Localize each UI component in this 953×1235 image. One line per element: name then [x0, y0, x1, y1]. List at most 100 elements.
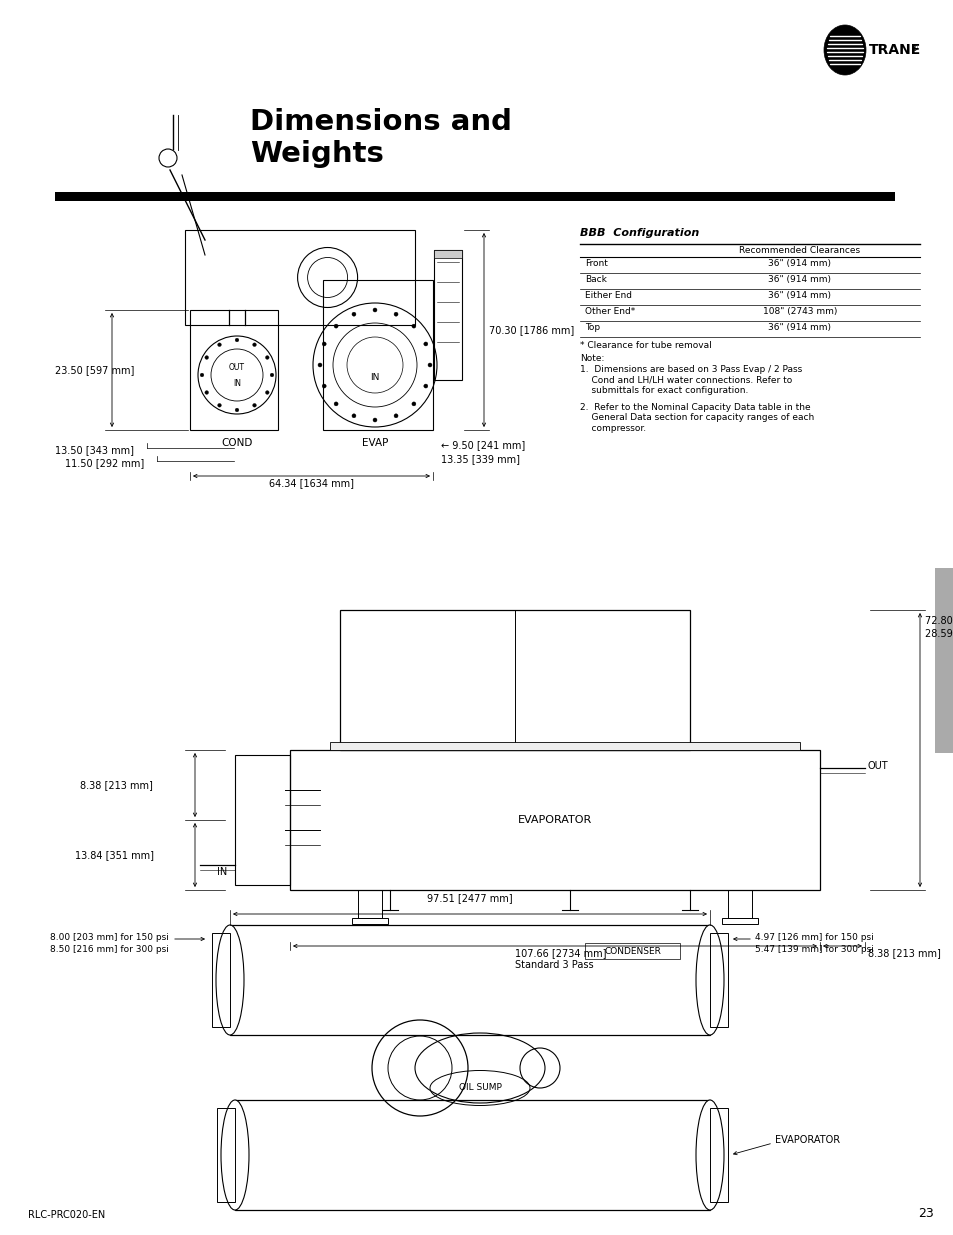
Circle shape	[334, 401, 337, 406]
Ellipse shape	[823, 25, 865, 75]
Text: Other End*: Other End*	[584, 308, 635, 316]
Ellipse shape	[221, 1100, 249, 1210]
Text: ← 9.50 [241 mm]: ← 9.50 [241 mm]	[440, 440, 525, 450]
Text: 1.  Dimensions are based on 3 Pass Evap / 2 Pass
    Cond and LH/LH water connec: 1. Dimensions are based on 3 Pass Evap /…	[579, 366, 801, 395]
Text: 8.50 [216 mm] for 300 psi: 8.50 [216 mm] for 300 psi	[50, 945, 169, 953]
Ellipse shape	[696, 925, 723, 1035]
Text: 5.47 [139 mm] for 300 psi: 5.47 [139 mm] for 300 psi	[754, 945, 873, 953]
Text: IN: IN	[370, 373, 379, 382]
Circle shape	[394, 414, 397, 417]
Bar	[185, 230, 415, 325]
Bar	[357, 890, 381, 918]
Text: 8.38 [213 mm]: 8.38 [213 mm]	[867, 948, 940, 958]
Circle shape	[322, 384, 326, 388]
Text: 97.51 [2477 mm]: 97.51 [2477 mm]	[427, 893, 513, 903]
Text: EVAP: EVAP	[361, 438, 388, 448]
Text: CONDENSER: CONDENSER	[604, 946, 660, 956]
Bar	[339, 610, 689, 750]
Text: 13.35 [339 mm]: 13.35 [339 mm]	[440, 454, 519, 464]
Text: EVAPORATOR: EVAPORATOR	[517, 815, 592, 825]
Text: * Clearance for tube removal: * Clearance for tube removal	[579, 341, 711, 350]
Bar	[55, 191, 894, 201]
Text: 11.50 [292 mm]: 11.50 [292 mm]	[65, 458, 144, 468]
Bar	[230, 925, 709, 1035]
Text: 28.59 [726 mm]: 28.59 [726 mm]	[924, 629, 953, 638]
Circle shape	[205, 356, 209, 359]
Bar	[721, 918, 758, 924]
Circle shape	[334, 324, 337, 329]
Bar	[190, 310, 277, 430]
Text: 23: 23	[917, 1207, 933, 1220]
Bar	[934, 568, 953, 753]
Bar	[216, 1108, 234, 1202]
Text: Either End: Either End	[584, 291, 631, 300]
Ellipse shape	[696, 1100, 723, 1210]
Bar	[727, 890, 751, 918]
Text: COND: COND	[221, 438, 253, 448]
Circle shape	[235, 338, 238, 342]
Text: 70.30 [1786 mm]: 70.30 [1786 mm]	[489, 325, 574, 335]
Circle shape	[373, 417, 376, 422]
Bar	[330, 742, 800, 750]
Text: Top: Top	[584, 324, 599, 332]
Text: 13.84 [351 mm]: 13.84 [351 mm]	[75, 850, 153, 860]
Circle shape	[265, 356, 269, 359]
Text: 36" (914 mm): 36" (914 mm)	[768, 275, 831, 284]
Text: 4.97 [126 mm] for 150 psi: 4.97 [126 mm] for 150 psi	[754, 932, 873, 942]
Text: 23.50 [597 mm]: 23.50 [597 mm]	[55, 366, 134, 375]
Circle shape	[428, 363, 432, 367]
Circle shape	[412, 401, 416, 406]
Text: RLC-PRC020-EN: RLC-PRC020-EN	[28, 1210, 105, 1220]
Text: IN: IN	[216, 867, 227, 877]
Circle shape	[253, 343, 256, 347]
Text: EVAPORATOR: EVAPORATOR	[774, 1135, 840, 1145]
Circle shape	[270, 373, 274, 377]
Text: 36" (914 mm): 36" (914 mm)	[768, 324, 831, 332]
Text: OUT: OUT	[229, 363, 245, 372]
Text: 107.66 [2734 mm]: 107.66 [2734 mm]	[515, 948, 606, 958]
Text: BBB  Configuration: BBB Configuration	[579, 228, 699, 238]
Text: 13.50 [343 mm]: 13.50 [343 mm]	[55, 445, 133, 454]
Bar	[234, 755, 290, 885]
Text: 36" (914 mm): 36" (914 mm)	[768, 291, 831, 300]
Text: OUT: OUT	[867, 761, 887, 771]
Circle shape	[217, 343, 221, 347]
Circle shape	[373, 308, 376, 312]
Circle shape	[317, 363, 322, 367]
Bar	[584, 944, 679, 960]
Bar	[434, 249, 461, 380]
Bar	[352, 918, 388, 924]
Text: OIL SUMP: OIL SUMP	[458, 1083, 501, 1093]
Bar	[212, 932, 230, 1028]
Text: 8.00 [203 mm] for 150 psi: 8.00 [203 mm] for 150 psi	[50, 932, 169, 942]
Circle shape	[423, 342, 427, 346]
Circle shape	[217, 404, 221, 408]
Text: Standard 3 Pass: Standard 3 Pass	[515, 960, 593, 969]
Text: Weights: Weights	[250, 140, 383, 168]
Circle shape	[253, 404, 256, 408]
Circle shape	[423, 384, 427, 388]
Text: 64.34 [1634 mm]: 64.34 [1634 mm]	[269, 478, 354, 488]
Circle shape	[265, 390, 269, 394]
Text: ®: ®	[910, 44, 918, 53]
Bar	[434, 249, 461, 258]
Bar	[234, 1100, 709, 1210]
Text: Note:: Note:	[579, 354, 604, 363]
Circle shape	[322, 342, 326, 346]
Circle shape	[235, 409, 238, 411]
Circle shape	[412, 324, 416, 329]
Text: Front: Front	[584, 259, 607, 268]
Circle shape	[205, 390, 209, 394]
Text: 8.38 [213 mm]: 8.38 [213 mm]	[80, 781, 152, 790]
Ellipse shape	[215, 925, 244, 1035]
Bar	[709, 1108, 727, 1202]
Text: 72.80 [1849 mm]: 72.80 [1849 mm]	[924, 615, 953, 625]
Bar	[323, 280, 433, 430]
Text: Back: Back	[584, 275, 606, 284]
Bar	[709, 932, 727, 1028]
Circle shape	[394, 312, 397, 316]
Text: TRANE: TRANE	[868, 43, 921, 57]
Circle shape	[200, 373, 204, 377]
Circle shape	[352, 312, 355, 316]
Text: Dimensions and: Dimensions and	[250, 107, 512, 136]
